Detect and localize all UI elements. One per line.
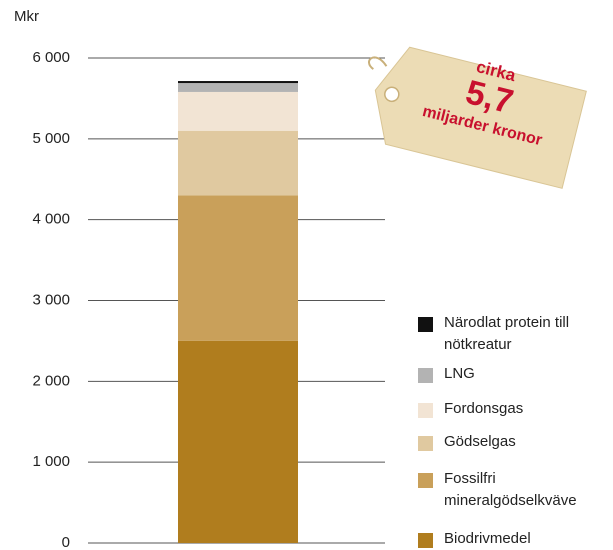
y-axis-label: Mkr — [14, 8, 39, 25]
bar-segment — [178, 195, 298, 341]
legend-label: Närodlat protein till nötkreatur — [444, 314, 570, 353]
legend-swatch — [418, 473, 433, 488]
y-tick-label: 1 000 — [32, 453, 70, 470]
y-tick-label: 4 000 — [32, 211, 70, 228]
bar-segment — [178, 81, 298, 84]
tag-hole — [384, 86, 400, 103]
legend-swatch — [418, 368, 433, 383]
legend-label: Fossilfri mineralgödselkväve — [444, 470, 577, 509]
y-tick-label: 0 — [62, 534, 70, 550]
tag-body — [374, 46, 587, 189]
legend-swatch — [418, 317, 433, 332]
bar-segment — [178, 340, 298, 543]
legend-label: Gödselgas — [444, 433, 516, 450]
legend-label: Fordonsgas — [444, 400, 524, 417]
price-tag — [368, 46, 587, 189]
y-tick-label: 3 000 — [32, 291, 70, 308]
legend-swatch — [418, 403, 433, 418]
y-tick-label: 2 000 — [32, 372, 70, 389]
legend-label: Biodrivmedel — [444, 530, 531, 547]
y-tick-label: 5 000 — [32, 130, 70, 147]
y-tick-label: 6 000 — [32, 49, 70, 66]
bar-segment — [178, 91, 298, 131]
bar-segment — [178, 83, 298, 92]
legend-label: LNG — [444, 365, 475, 382]
bar-segment — [178, 130, 298, 196]
tag-string — [368, 56, 388, 70]
legend-swatch — [418, 436, 433, 451]
legend-swatch — [418, 533, 433, 548]
